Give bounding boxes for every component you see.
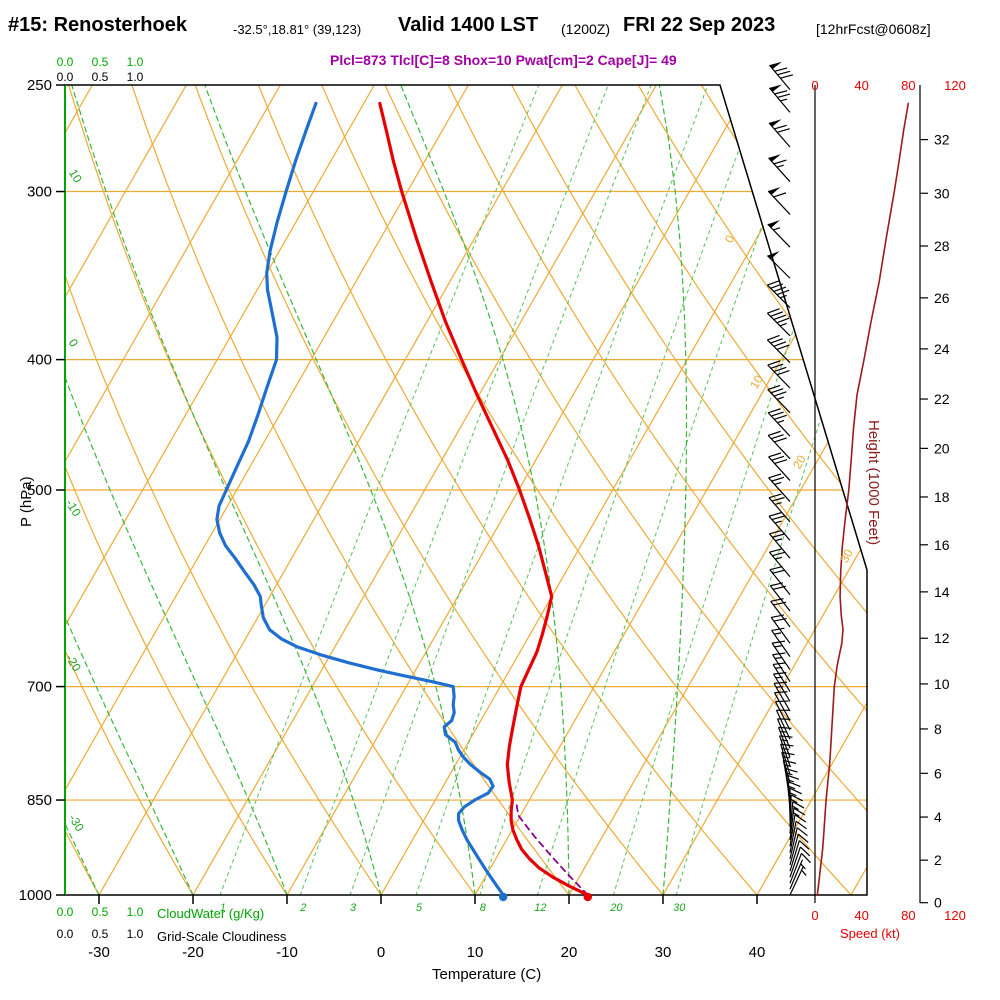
temperature-curve <box>378 101 590 897</box>
svg-text:250: 250 <box>27 77 52 94</box>
cloudiness-label: Grid-Scale Cloudiness <box>157 929 287 944</box>
svg-text:8: 8 <box>934 721 942 737</box>
svg-text:-30: -30 <box>88 944 110 961</box>
svg-text:-20: -20 <box>63 652 84 674</box>
svg-text:28: 28 <box>934 238 950 254</box>
svg-text:14: 14 <box>934 584 950 600</box>
svg-text:400: 400 <box>27 352 52 369</box>
svg-text:32: 32 <box>934 132 950 148</box>
svg-text:12: 12 <box>934 630 950 646</box>
svg-text:1.0: 1.0 <box>127 55 144 69</box>
svg-text:0: 0 <box>66 336 82 349</box>
svg-text:120: 120 <box>944 908 966 923</box>
svg-text:500: 500 <box>27 482 52 499</box>
svg-text:30: 30 <box>655 944 672 961</box>
valid-date: FRI 22 Sep 2023 <box>623 14 776 36</box>
forecast-tag: [12hrFcst@0608z] <box>816 21 931 37</box>
svg-text:26: 26 <box>934 290 950 306</box>
svg-text:10: 10 <box>66 167 85 186</box>
svg-text:4: 4 <box>934 809 942 825</box>
svg-text:0: 0 <box>377 944 385 961</box>
svg-text:0.5: 0.5 <box>92 55 109 69</box>
svg-text:0.0: 0.0 <box>57 927 74 941</box>
svg-text:24: 24 <box>934 341 950 357</box>
svg-text:0: 0 <box>722 232 738 245</box>
svg-text:1.0: 1.0 <box>127 905 144 919</box>
svg-text:0.5: 0.5 <box>92 927 109 941</box>
svg-text:0.5: 0.5 <box>92 905 109 919</box>
svg-text:1.0: 1.0 <box>127 927 144 941</box>
svg-text:0: 0 <box>934 895 942 911</box>
svg-text:10: 10 <box>467 944 484 961</box>
valid-time: Valid 1400 LST <box>398 14 539 36</box>
svg-text:850: 850 <box>27 792 52 809</box>
svg-text:40: 40 <box>854 908 868 923</box>
svg-text:2: 2 <box>934 852 942 868</box>
svg-text:30: 30 <box>837 546 856 565</box>
svg-text:-10: -10 <box>63 497 84 519</box>
svg-text:18: 18 <box>934 489 950 505</box>
svg-text:5: 5 <box>416 902 423 914</box>
svg-text:1000: 1000 <box>19 887 52 904</box>
stability-indices: Plcl=873 Tlcl[C]=8 Shox=10 Pwat[cm]=2 Ca… <box>330 52 677 68</box>
temperature-axis-title: Temperature (C) <box>432 966 542 983</box>
station-coords: -32.5°,18.81° (39,123) <box>233 22 362 37</box>
svg-text:22: 22 <box>934 391 950 407</box>
wind-speed-curve <box>816 102 910 896</box>
svg-text:10: 10 <box>747 372 766 391</box>
speed-axis-title: Speed (kt) <box>840 926 900 941</box>
svg-text:0.5: 0.5 <box>92 70 109 84</box>
background-grid <box>65 85 867 895</box>
cloudwater-label: CloudWater (g/Kg) <box>157 906 265 921</box>
svg-text:40: 40 <box>749 944 766 961</box>
wind-barbs <box>766 61 811 896</box>
svg-text:3: 3 <box>350 902 357 914</box>
svg-text:20: 20 <box>609 902 623 914</box>
svg-text:-10: -10 <box>276 944 298 961</box>
surface-dots <box>499 892 592 902</box>
svg-text:20: 20 <box>790 452 809 471</box>
parcel-path <box>515 800 589 896</box>
svg-text:20: 20 <box>561 944 578 961</box>
svg-text:12: 12 <box>534 902 546 914</box>
pressure-axis-title: P (hPa) <box>18 476 35 527</box>
svg-text:80: 80 <box>901 78 915 93</box>
svg-text:1.0: 1.0 <box>127 70 144 84</box>
svg-text:1: 1 <box>220 902 226 914</box>
svg-text:40: 40 <box>854 78 868 93</box>
svg-text:0.0: 0.0 <box>57 905 74 919</box>
height-axis-title: Height (1000 Feet) <box>865 420 882 546</box>
svg-text:0: 0 <box>811 78 818 93</box>
svg-text:80: 80 <box>901 908 915 923</box>
cloud-scales: 0.00.00.00.00.50.50.50.51.01.01.01.0 <box>57 55 144 941</box>
svg-text:-20: -20 <box>182 944 204 961</box>
svg-text:20: 20 <box>934 440 950 456</box>
svg-text:120: 120 <box>944 78 966 93</box>
svg-text:0: 0 <box>811 908 818 923</box>
svg-text:16: 16 <box>934 537 950 553</box>
svg-text:6: 6 <box>934 765 942 781</box>
svg-text:300: 300 <box>27 184 52 201</box>
valid-zulu: (1200Z) <box>561 21 611 37</box>
svg-text:30: 30 <box>673 902 686 914</box>
dewpoint-curve <box>215 101 505 897</box>
svg-text:30: 30 <box>934 185 950 201</box>
svg-text:-30: -30 <box>66 812 87 834</box>
svg-text:0.0: 0.0 <box>57 70 74 84</box>
station-title: #15: Renosterhoek <box>8 14 187 36</box>
svg-text:2: 2 <box>299 902 306 914</box>
svg-text:8: 8 <box>480 902 487 914</box>
svg-text:0.0: 0.0 <box>57 55 74 69</box>
svg-text:700: 700 <box>27 679 52 696</box>
svg-text:10: 10 <box>934 676 950 692</box>
